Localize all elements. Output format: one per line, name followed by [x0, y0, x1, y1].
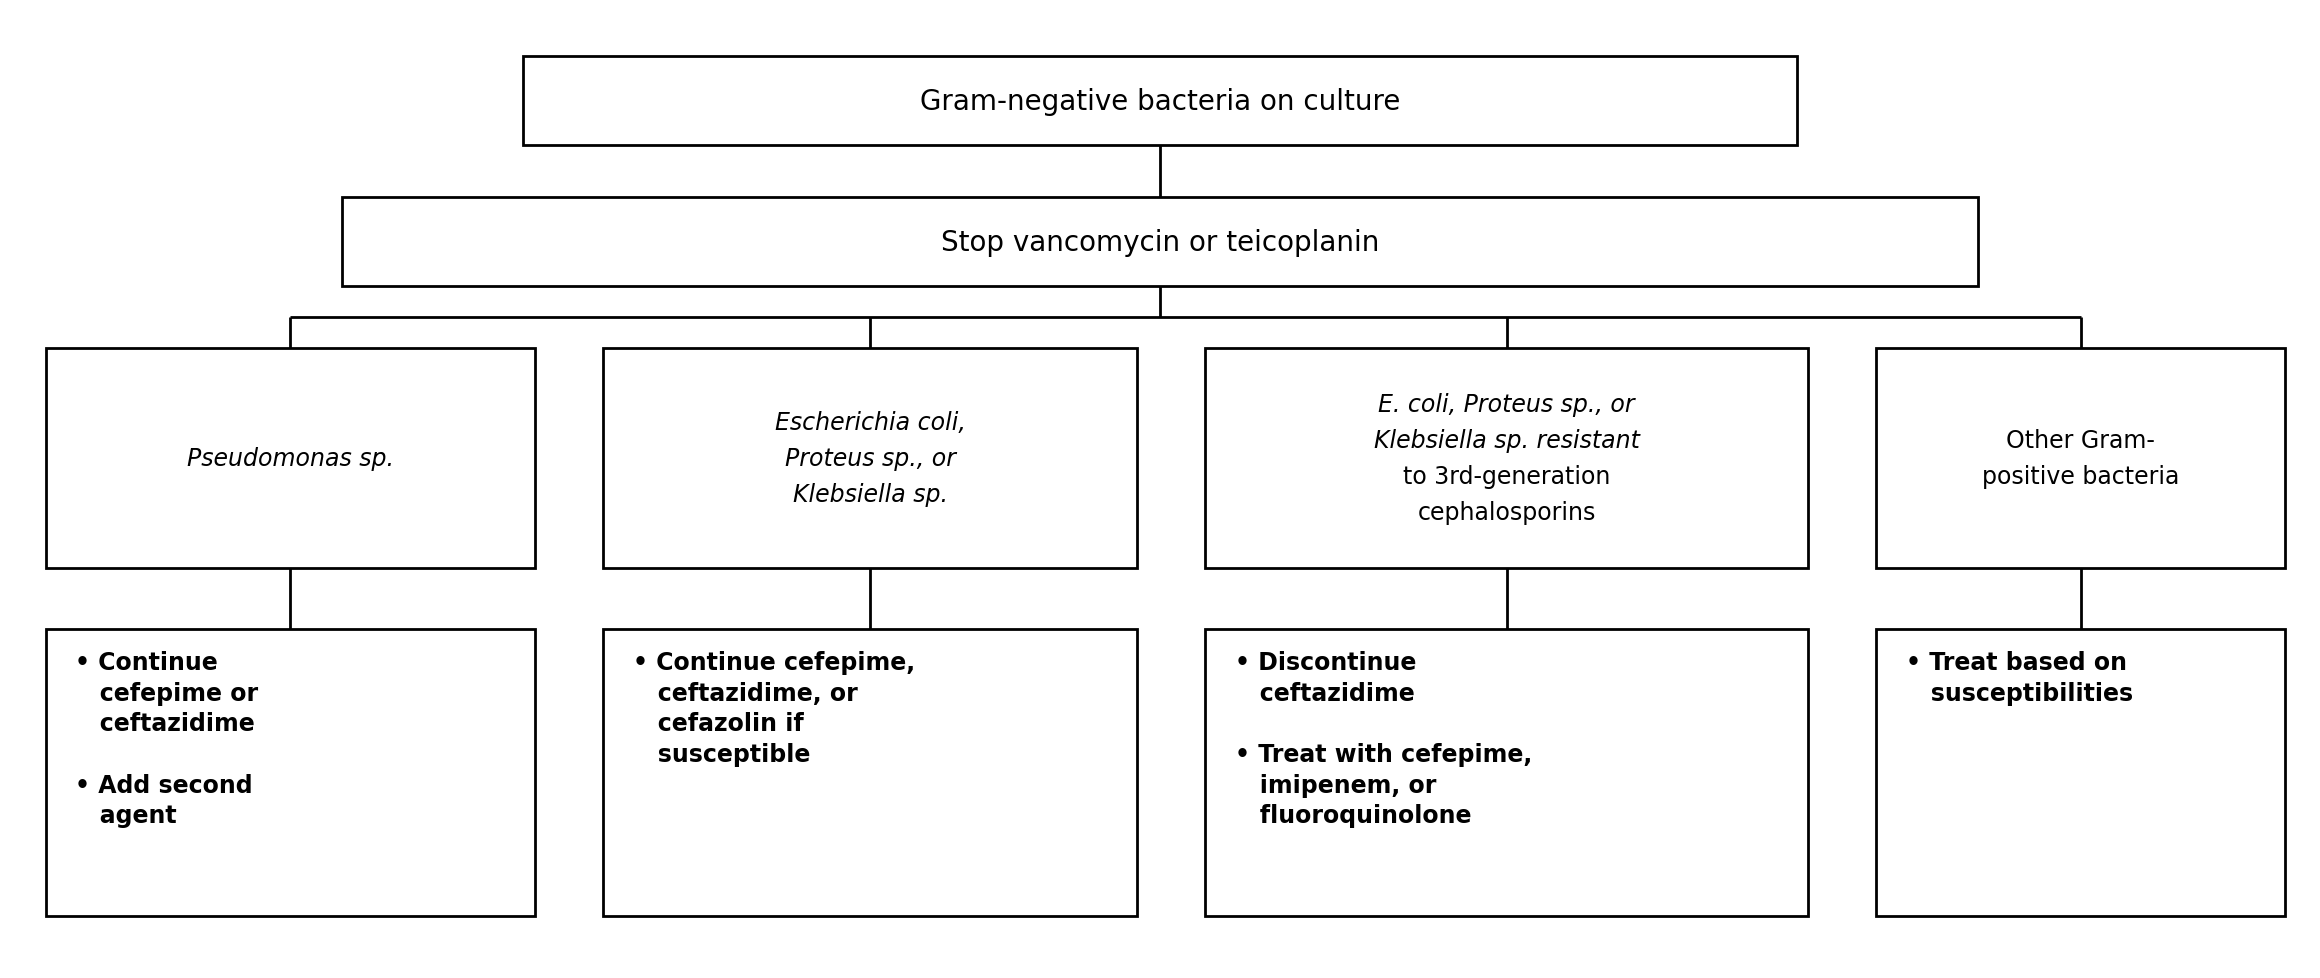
Text: Gram-negative bacteria on culture: Gram-negative bacteria on culture — [919, 88, 1401, 115]
Text: Pseudomonas sp.: Pseudomonas sp. — [188, 447, 394, 470]
Text: Proteus sp., or: Proteus sp., or — [784, 447, 956, 470]
FancyBboxPatch shape — [1877, 630, 2285, 916]
Text: Escherichia coli,: Escherichia coli, — [775, 411, 965, 435]
FancyBboxPatch shape — [603, 348, 1137, 569]
Text: positive bacteria: positive bacteria — [1981, 465, 2178, 488]
Text: Klebsiella sp.: Klebsiella sp. — [793, 482, 947, 507]
Text: to 3rd-generation: to 3rd-generation — [1404, 465, 1610, 488]
FancyBboxPatch shape — [524, 57, 1796, 147]
FancyBboxPatch shape — [46, 348, 536, 569]
FancyBboxPatch shape — [1206, 348, 1807, 569]
FancyBboxPatch shape — [1206, 630, 1807, 916]
Text: • Continue
   cefepime or
   ceftazidime

• Add second
   agent: • Continue cefepime or ceftazidime • Add… — [77, 650, 258, 827]
Text: • Treat based on
   susceptibilities: • Treat based on susceptibilities — [1905, 650, 2132, 705]
Text: Klebsiella sp. resistant: Klebsiella sp. resistant — [1373, 428, 1640, 453]
FancyBboxPatch shape — [46, 630, 536, 916]
FancyBboxPatch shape — [341, 198, 1979, 288]
Text: cephalosporins: cephalosporins — [1418, 500, 1596, 524]
Text: Stop vancomycin or teicoplanin: Stop vancomycin or teicoplanin — [942, 229, 1378, 256]
Text: • Continue cefepime,
   ceftazidime, or
   cefazolin if
   susceptible: • Continue cefepime, ceftazidime, or cef… — [633, 650, 914, 767]
Text: • Discontinue
   ceftazidime

• Treat with cefepime,
   imipenem, or
   fluoroqu: • Discontinue ceftazidime • Treat with c… — [1234, 650, 1531, 827]
Text: Other Gram-: Other Gram- — [2007, 428, 2155, 453]
FancyBboxPatch shape — [603, 630, 1137, 916]
Text: E. coli, Proteus sp., or: E. coli, Proteus sp., or — [1378, 393, 1636, 417]
FancyBboxPatch shape — [1877, 348, 2285, 569]
